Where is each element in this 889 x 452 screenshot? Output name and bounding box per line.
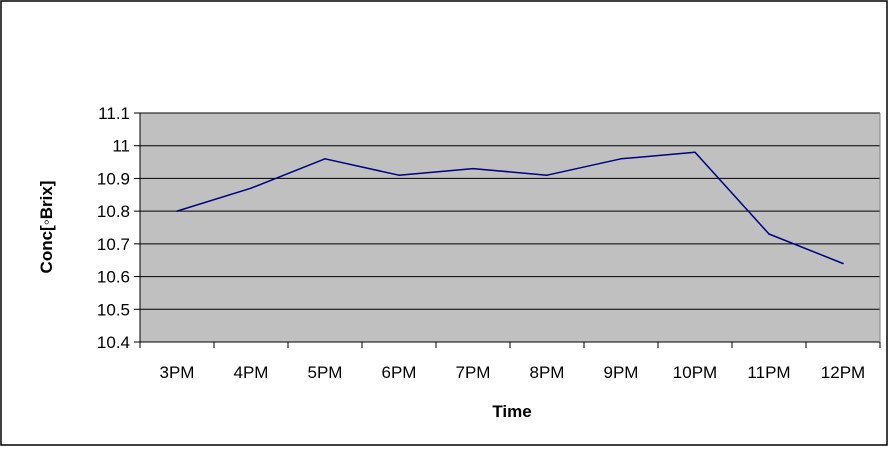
data-point [324,158,326,160]
x-tick-label: 10PM [673,363,717,382]
y-tick-label: 10.5 [97,300,130,319]
y-tick-label: 10.8 [97,202,130,221]
gridlines [140,112,880,310]
data-point [620,158,622,160]
data-point [250,187,252,190]
x-tick-label: 4PM [234,363,269,382]
data-point [842,262,844,265]
y-tick-label: 10.9 [97,169,130,188]
y-tick-label: 10.7 [97,235,130,254]
x-tick-label: 8PM [530,363,565,382]
x-tick-label: 9PM [604,363,639,382]
y-axis-title: Conc[◦Brix] [37,181,56,274]
data-point [398,174,400,176]
x-tick-label: 11PM [747,363,790,382]
data-point [176,210,178,212]
series-layer [176,151,844,265]
x-tick-label: 7PM [456,363,491,382]
data-point [546,174,548,176]
x-axis-title: Time [492,402,531,421]
series-line [176,151,844,265]
y-tick-label: 11.1 [98,104,130,123]
x-tick-label: 3PM [160,363,195,382]
x-tick-label: 12PM [821,363,865,382]
data-point [694,151,696,154]
plot-area [140,113,880,342]
y-tick-label: 11 [112,137,130,156]
tick-labels: 10.4 10.5 10.6 10.7 10.8 10.9 11 11.1 3PM 4PM 5PM 6… [97,104,865,382]
data-point [768,233,770,235]
axes [134,112,881,348]
data-point [472,167,474,170]
y-tick-label: 10.4 [97,333,130,352]
x-tick-label: 6PM [382,363,417,382]
y-tick-label: 10.6 [97,268,130,287]
x-tick-label: 5PM [308,363,343,382]
